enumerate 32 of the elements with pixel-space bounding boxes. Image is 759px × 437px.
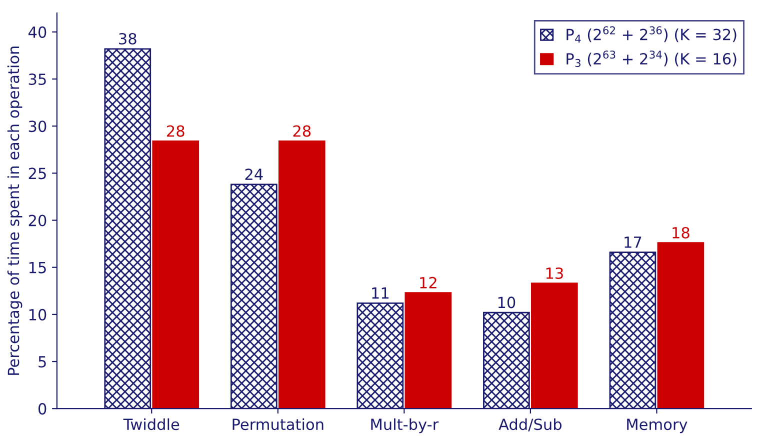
legend-label: P$_{4}$ (2$^{62}$ + 2$^{36}$) (K = 32) <box>566 26 736 43</box>
y-tick-label: 30 <box>28 120 46 132</box>
y-axis-title: Percentage of time spent in each operation <box>7 46 22 375</box>
data-label: 28 <box>167 125 184 137</box>
bar <box>657 242 704 409</box>
bar <box>152 140 200 409</box>
y-tick-label: 35 <box>28 73 46 86</box>
y-tick-label: 10 <box>29 308 46 320</box>
x-tick-label: Mult-by-r <box>371 418 439 434</box>
data-label: 18 <box>672 226 690 239</box>
data-label: 12 <box>420 276 436 288</box>
x-tick-label: Add/Sub <box>498 418 562 432</box>
bar <box>404 292 452 409</box>
legend-label: P$_{3}$ (2$^{63}$ + 2$^{34}$) (K = 16) <box>566 50 736 68</box>
data-label: 38 <box>119 32 136 45</box>
y-tick-label: 5 <box>38 356 46 368</box>
x-tick-label: Memory <box>627 418 688 434</box>
y-tick-label: 15 <box>29 262 46 274</box>
data-label: 11 <box>372 287 388 299</box>
data-label: 24 <box>245 168 263 180</box>
y-tick-label: 20 <box>28 214 46 226</box>
y-tick-label: 25 <box>28 168 46 180</box>
data-label: 28 <box>293 125 311 137</box>
x-tick-label: Twiddle <box>123 418 180 430</box>
x-tick-label: Permutation <box>232 418 324 430</box>
y-tick-label: 40 <box>28 26 46 38</box>
bar <box>278 140 326 409</box>
data-label: 17 <box>624 236 642 248</box>
data-label: 10 <box>498 296 516 308</box>
y-tick-label: 0 <box>38 403 46 415</box>
bar <box>531 282 578 409</box>
data-label: 13 <box>546 267 563 280</box>
